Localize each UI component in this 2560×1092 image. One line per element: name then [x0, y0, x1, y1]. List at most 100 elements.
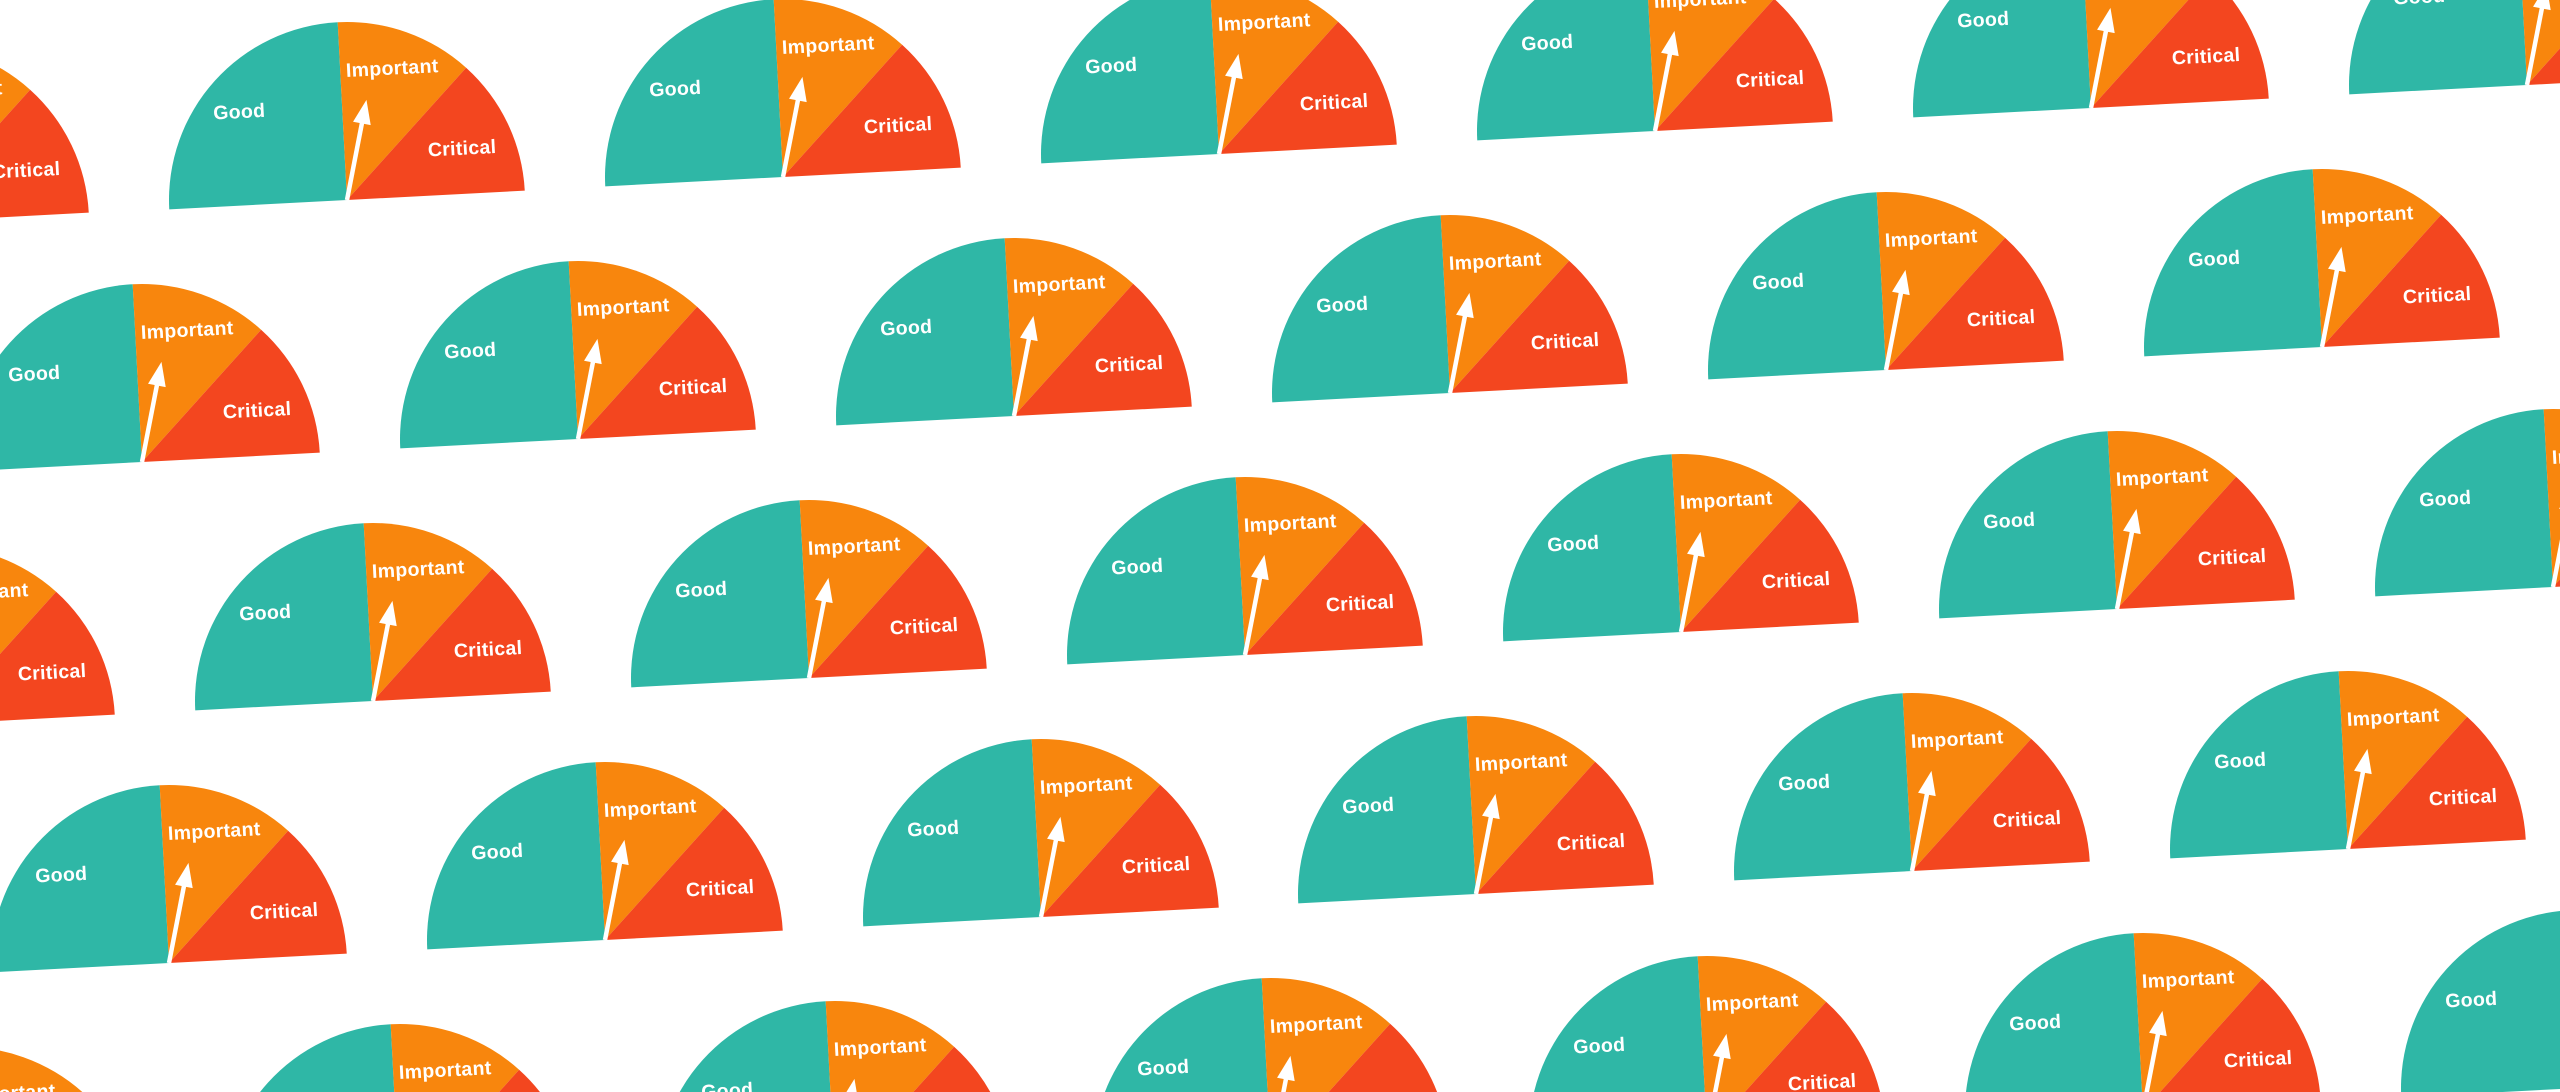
segment-label-critical: Critical	[2429, 785, 2499, 811]
segment-critical	[835, 1046, 1014, 1092]
segment-important	[133, 283, 262, 462]
gauge-needle-line	[780, 97, 801, 178]
segment-good	[604, 0, 783, 186]
segment-label-good: Good	[906, 817, 959, 842]
segment-critical	[1707, 1001, 1886, 1092]
gauge-needle-head	[610, 839, 629, 866]
segment-label-good: Good	[444, 339, 497, 364]
segment-critical	[1912, 739, 2091, 872]
segment-label-critical: Critical	[889, 614, 959, 640]
gauge-needle-head	[379, 600, 397, 626]
segment-good	[1734, 693, 1913, 881]
gauge-needle-line	[1705, 1054, 1725, 1092]
segment-label-important: Important	[1475, 749, 1569, 776]
segment-important	[0, 545, 57, 724]
gauge-needle-line	[2114, 530, 2135, 610]
segment-critical	[1040, 784, 1219, 918]
segment-label-critical: Critical	[223, 398, 293, 424]
segment-important	[1876, 192, 2006, 371]
segment-label-good: Good	[1316, 293, 1369, 318]
segment-label-critical: Critical	[1095, 352, 1165, 378]
segment-label-critical: Critical	[863, 113, 933, 139]
segment-critical	[2348, 716, 2526, 849]
segment-critical	[2090, 0, 2269, 109]
segment-critical	[578, 306, 757, 439]
segment-label-critical: Critical	[1993, 807, 2063, 833]
segment-critical	[142, 329, 321, 462]
segment-important	[2517, 0, 2560, 86]
segment-good	[1272, 215, 1451, 403]
gauge-needle-line	[2524, 6, 2544, 86]
segment-label-good: Good	[470, 840, 523, 865]
segment-label-important: Important	[1039, 772, 1133, 799]
segment-label-good: Good	[1547, 532, 1600, 557]
segment-good	[2374, 408, 2553, 596]
segment-critical	[1886, 237, 2064, 371]
segment-label-critical: Critical	[1966, 306, 2036, 332]
segment-critical	[168, 830, 347, 963]
segment-label-critical: Critical	[1761, 568, 1831, 594]
gauge-needle-line	[2088, 29, 2109, 109]
segment-label-good: Good	[2392, 0, 2445, 10]
segment-label-good: Good	[649, 76, 702, 101]
segment-critical	[1450, 260, 1628, 394]
segment-label-good: Good	[1778, 771, 1831, 796]
segment-critical	[2143, 978, 2321, 1092]
segment-critical	[2116, 477, 2295, 610]
gauge-chart: Good Important Critical	[604, 0, 961, 186]
segment-important	[1697, 955, 1827, 1092]
segment-label-important: Important	[781, 32, 875, 59]
segment-label-important: Important	[1243, 510, 1337, 537]
gauge-needle-head	[2327, 247, 2346, 273]
segment-critical	[1476, 762, 1655, 895]
segment-label-good: Good	[2009, 1011, 2062, 1036]
segment-important	[0, 1046, 83, 1092]
gauge-needle-line	[2345, 769, 2366, 850]
segment-good	[1502, 454, 1681, 642]
segment-critical	[1680, 499, 1859, 633]
segment-good	[1476, 0, 1655, 141]
segment-important	[390, 1024, 519, 1092]
segment-label-critical: Critical	[685, 876, 755, 902]
segment-label-important: Important	[834, 1034, 928, 1061]
segment-good	[862, 739, 1041, 927]
segment-label-critical: Critical	[1530, 329, 1600, 355]
gauge-needle-head	[1918, 771, 1937, 797]
segment-label-important: Important	[2115, 465, 2209, 492]
gauge-needle-line	[1269, 1077, 1289, 1092]
segment-good	[426, 762, 605, 950]
segment-label-important: Important	[1679, 487, 1773, 514]
segment-critical	[0, 90, 89, 223]
segment-label-good: Good	[2188, 247, 2241, 272]
segment-important	[826, 1001, 955, 1092]
gauge-needle-head	[2532, 0, 2551, 11]
gauge-needle-head	[788, 76, 807, 102]
segment-good	[2143, 169, 2322, 357]
gauge-needle-line	[1216, 74, 1237, 155]
gauge-needle-head	[2096, 7, 2115, 34]
segment-critical	[782, 44, 961, 177]
gauge-needle-head	[1456, 292, 1474, 319]
segment-label-important: Important	[1013, 271, 1107, 298]
gauge-needle-line	[1883, 291, 1904, 371]
gauge-needle-head	[1892, 270, 1910, 296]
gauge-chart: Good Important Critical	[1502, 454, 1859, 642]
segment-label-important: Important	[2142, 966, 2236, 993]
gauge-needle-line	[2550, 507, 2560, 588]
segment-label-critical: Critical	[1735, 67, 1805, 93]
segment-label-critical: Critical	[18, 660, 88, 686]
